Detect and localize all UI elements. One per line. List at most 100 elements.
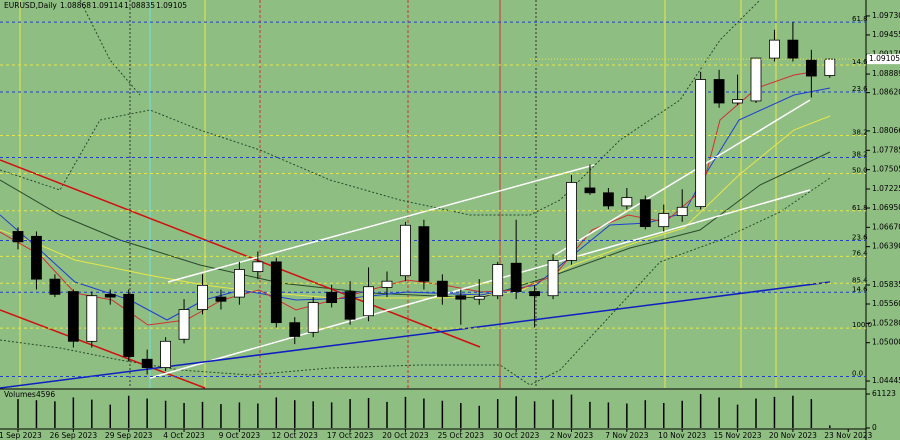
candle-body — [769, 39, 780, 59]
candle-body — [547, 260, 559, 297]
fib-label: 85.4 — [852, 276, 868, 284]
title-close: 1.09105 — [156, 1, 187, 10]
candle-body — [566, 182, 577, 261]
candle-body — [197, 284, 208, 310]
fib-label: 61.8 — [852, 15, 868, 23]
y-tick-label: 1.09175 — [872, 49, 900, 58]
x-tick-label: 12 Oct 2023 — [272, 431, 319, 440]
fib-label: 100.0 — [852, 321, 872, 329]
candle-body — [695, 79, 707, 208]
candle-body — [178, 309, 190, 340]
y-tick-label: 1.04445 — [872, 376, 900, 385]
fib-label: 61.8 — [852, 204, 868, 212]
x-tick-label: 20 Oct 2023 — [382, 431, 429, 440]
x-tick-label: 17 Oct 2023 — [327, 431, 374, 440]
x-tick-label: 7 Nov 2023 — [605, 431, 648, 440]
title-high: 1.09114 — [92, 1, 123, 10]
x-tick-label: 9 Oct 2023 — [219, 431, 261, 440]
candle-body — [510, 262, 522, 292]
candle-body — [492, 264, 504, 297]
trend-line — [0, 281, 831, 389]
candle-body — [805, 59, 817, 77]
candle-body — [381, 280, 393, 288]
volume-current: 4596 — [36, 390, 55, 399]
y-tick-label: 1.07225 — [872, 184, 900, 193]
y-tick-label: 1.09455 — [872, 30, 900, 39]
candle-body — [307, 302, 319, 333]
x-tick-label: 4 Oct 2023 — [163, 431, 205, 440]
candle-body — [270, 261, 282, 324]
candle-body — [750, 57, 762, 102]
y-tick-label: 1.05560 — [872, 299, 900, 308]
x-tick-label: 26 Sep 2023 — [50, 431, 98, 440]
candle-body — [658, 213, 670, 228]
candle-body — [141, 358, 153, 368]
fib-label: 50.0 — [852, 166, 868, 174]
fib-label: 0.0 — [852, 370, 863, 378]
y-tick-label: 1.05000 — [872, 338, 900, 347]
fib-label: 23.6 — [852, 85, 868, 93]
candle-body — [400, 224, 411, 277]
candle-body — [363, 286, 374, 317]
candle-body — [86, 295, 98, 342]
candle-body — [49, 278, 61, 295]
moving-average — [0, 151, 831, 299]
current-price-label: 1.09105 — [869, 54, 900, 63]
candle-body — [215, 296, 227, 302]
candle-body — [639, 199, 651, 228]
candle-body — [418, 226, 430, 282]
chart-title: EURUSD,Daily — [4, 1, 57, 10]
candle-body — [473, 296, 485, 300]
y-tick-label: 1.06950 — [872, 203, 900, 212]
volume-title: Volumes — [4, 390, 36, 399]
candle-body — [344, 291, 356, 320]
candle-body — [326, 291, 338, 304]
x-tick-label: 30 Oct 2023 — [493, 431, 540, 440]
candle-body — [31, 235, 42, 280]
y-tick-label: 1.07785 — [872, 145, 900, 154]
y-tick-label: 1.08889 — [872, 69, 900, 78]
envelope — [79, 0, 141, 96]
candle-body — [252, 261, 264, 272]
fib-label: 76.4 — [852, 249, 868, 257]
candle-body — [732, 99, 743, 104]
candle-body — [67, 291, 79, 342]
candle-body — [123, 293, 135, 357]
candle-body — [713, 79, 725, 104]
candle-body — [104, 293, 116, 298]
envelope — [0, 177, 831, 386]
envelope — [0, 0, 761, 216]
candle-body — [12, 231, 24, 243]
candle-body — [529, 291, 540, 297]
current-price-box — [867, 54, 900, 65]
fib-label: 14.6 — [852, 58, 868, 66]
fib-label: 14.6 — [852, 285, 868, 293]
volume-tick-label: 61123 — [872, 389, 896, 398]
x-tick-label: 2 Nov 2023 — [550, 431, 593, 440]
trend-line — [554, 99, 811, 256]
x-tick-label: 20 Nov 2023 — [769, 431, 817, 440]
x-tick-label: 29 Sep 2023 — [105, 431, 153, 440]
candle-body — [787, 39, 799, 59]
x-tick-label: 15 Nov 2023 — [714, 431, 762, 440]
y-tick-label: 1.06670 — [872, 222, 900, 231]
candle-body — [584, 187, 596, 194]
y-tick-label: 1.05835 — [872, 280, 900, 289]
y-tick-label: 1.09730 — [872, 11, 900, 20]
candle-body — [289, 322, 301, 337]
y-tick-label: 1.06390 — [872, 242, 900, 251]
candle-body — [233, 269, 245, 298]
x-tick-label: 23 Nov 2023 — [824, 431, 872, 440]
candle-body — [455, 295, 467, 300]
trend-line — [0, 309, 206, 389]
fib-label: 38.2 — [852, 128, 868, 136]
y-tick-label: 1.08066 — [872, 126, 900, 135]
candle-body — [824, 58, 836, 76]
x-tick-label: 21 Sep 2023 — [0, 431, 42, 440]
trend-line — [0, 159, 481, 348]
volume-tick-label: 0 — [872, 423, 877, 432]
candle-body — [436, 280, 448, 297]
title-low: 1.08835 — [124, 1, 155, 10]
